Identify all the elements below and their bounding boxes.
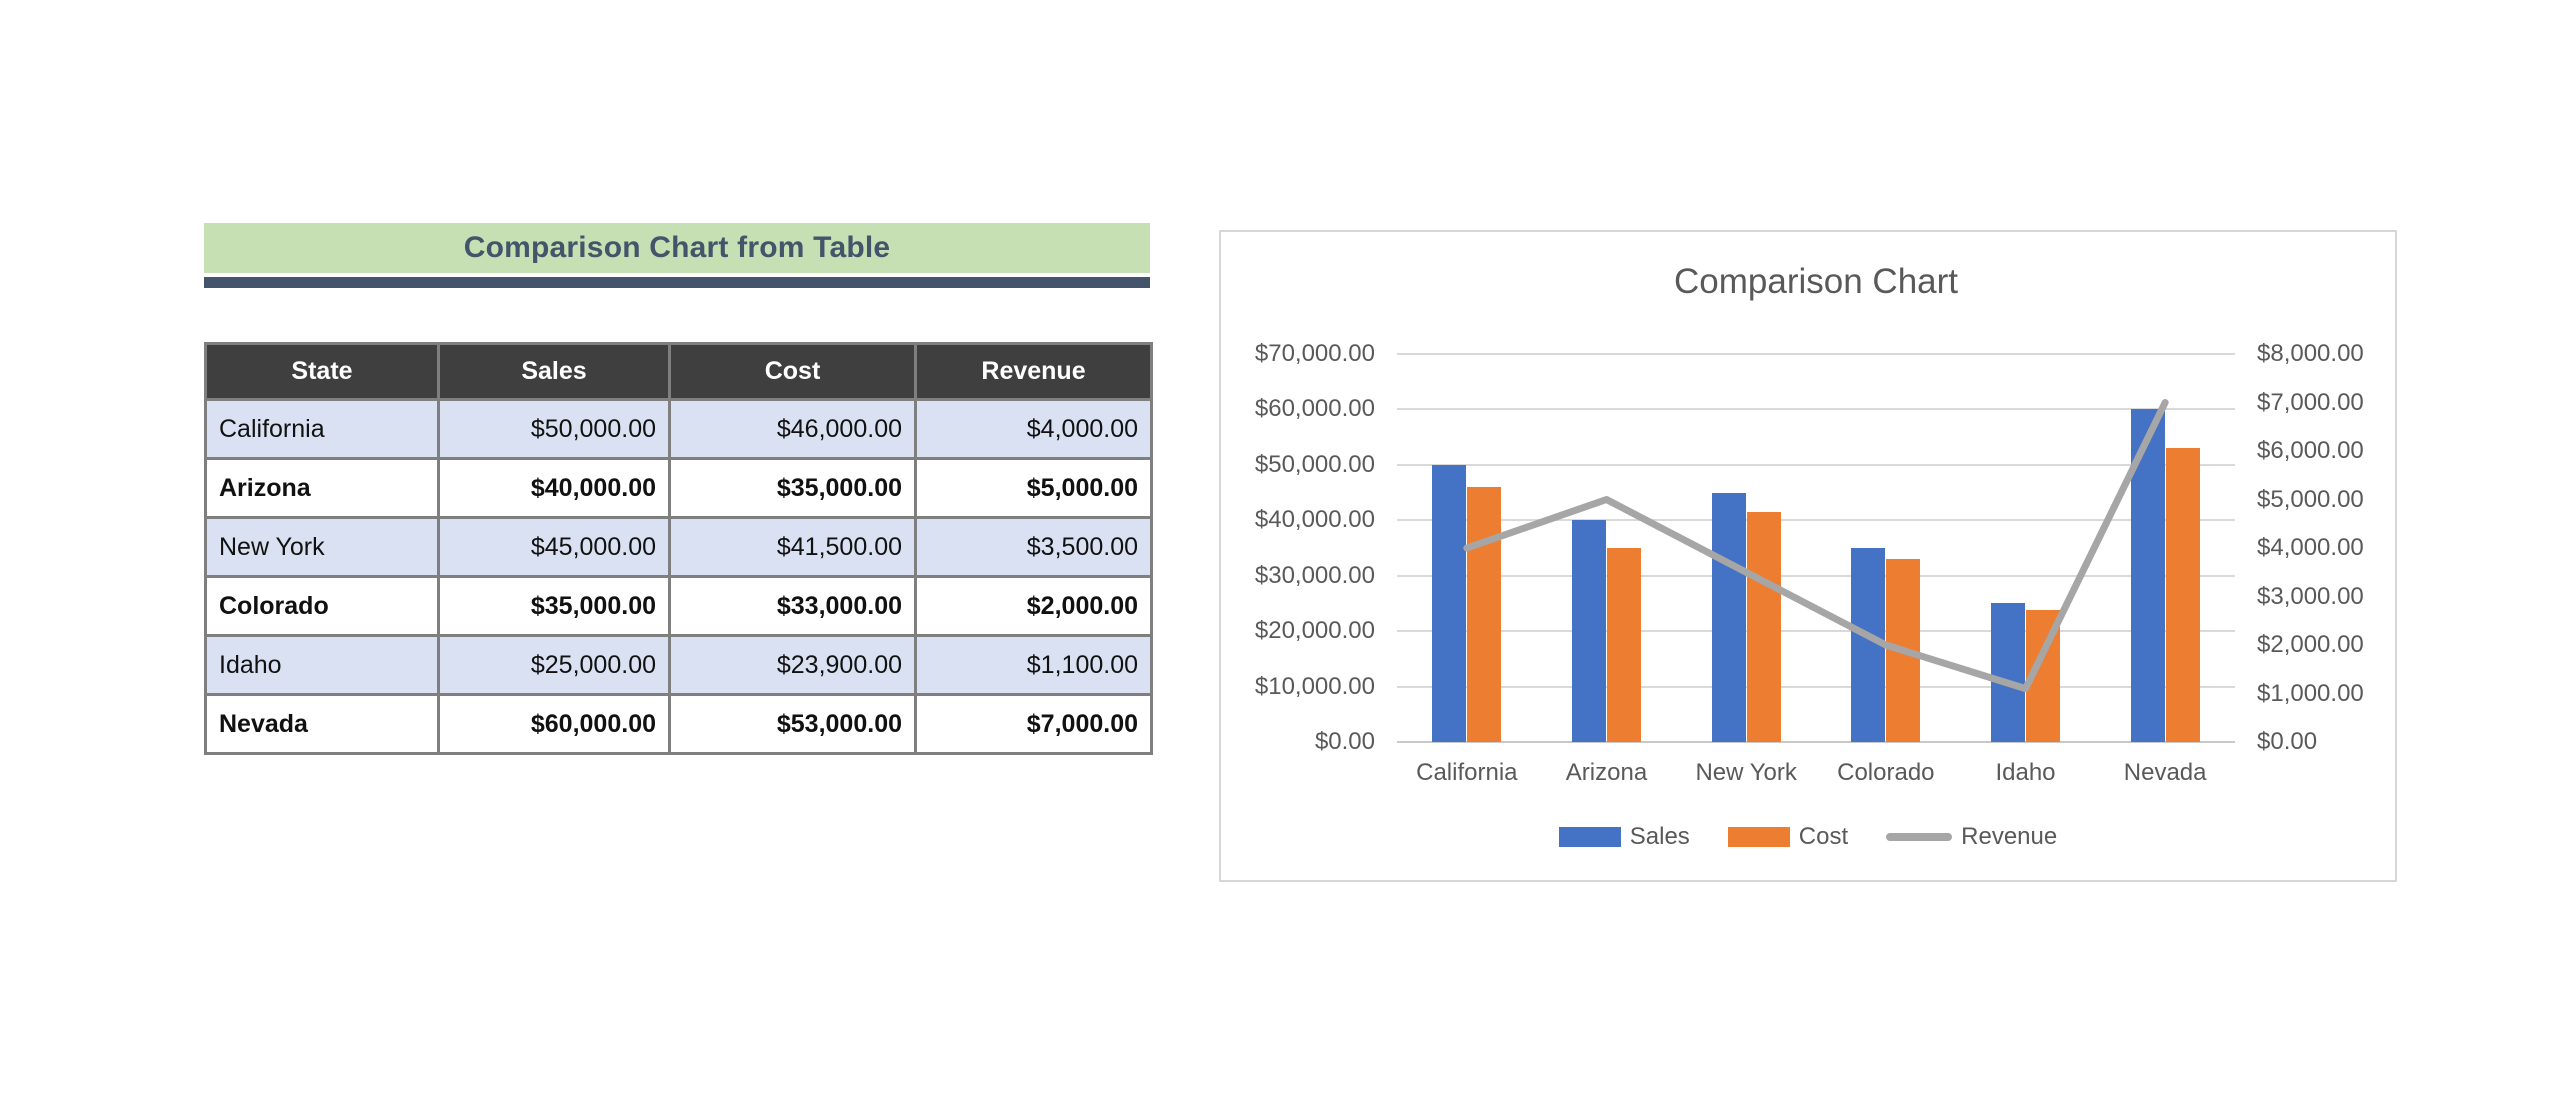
gridline xyxy=(1397,353,2235,355)
table-row: Colorado $35,000.00 $33,000.00 $2,000.00 xyxy=(204,575,1153,637)
bar-cost-new-york xyxy=(1746,511,1781,742)
legend-item-revenue: Revenue xyxy=(1886,823,2057,851)
secondary-axis-label: $0.00 xyxy=(2257,728,2318,755)
legend-swatch-sales xyxy=(1558,827,1621,847)
bar-sales-california xyxy=(1432,464,1467,742)
column-header-cost[interactable]: Cost xyxy=(668,342,917,401)
bar-sales-arizona xyxy=(1572,520,1606,742)
table-row: New York $45,000.00 $41,500.00 $3,500.00 xyxy=(204,516,1153,578)
category-label-nevada: Nevada xyxy=(2123,759,2207,786)
secondary-axis-label: $1,000.00 xyxy=(2257,679,2364,707)
legend-item-cost: Cost xyxy=(1727,823,1849,851)
table-row: Idaho $25,000.00 $23,900.00 $1,100.00 xyxy=(204,634,1153,696)
table-row: California $50,000.00 $46,000.00 $4,000.00 xyxy=(204,398,1153,460)
table-header-row: State Sales Cost Revenue xyxy=(204,342,1153,401)
gridline xyxy=(1397,574,2235,577)
gridline xyxy=(1397,630,2235,633)
cell-revenue[interactable]: $3,500.00 xyxy=(914,516,1153,578)
bar-cost-nevada xyxy=(2165,448,2200,742)
secondary-axis-label: $2,000.00 xyxy=(2257,631,2364,658)
legend-item-sales: Sales xyxy=(1558,823,1690,851)
cell-sales[interactable]: $50,000.00 xyxy=(437,398,671,460)
secondary-axis-label: $4,000.00 xyxy=(2257,534,2364,561)
chart-title: Comparison Chart xyxy=(1674,262,1958,301)
secondary-axis-label: $6,000.00 xyxy=(2257,437,2364,464)
bar-sales-new-york xyxy=(1711,492,1746,742)
legend-label: Sales xyxy=(1629,823,1690,850)
cell-revenue[interactable]: $2,000.00 xyxy=(914,575,1153,637)
gridline xyxy=(1397,408,2235,411)
primary-axis-label: $10,000.00 xyxy=(1254,672,1375,700)
cell-state[interactable]: Arizona xyxy=(204,457,440,519)
cell-cost[interactable]: $35,000.00 xyxy=(668,457,917,519)
secondary-axis-label: $8,000.00 xyxy=(2257,340,2364,367)
cell-sales[interactable]: $25,000.00 xyxy=(437,634,671,696)
cell-cost[interactable]: $53,000.00 xyxy=(668,693,917,755)
bar-cost-arizona xyxy=(1607,548,1641,742)
primary-axis-label: $50,000.00 xyxy=(1254,450,1375,478)
legend-swatch-revenue xyxy=(1886,833,1953,841)
plot-area xyxy=(1397,353,2235,743)
category-label-colorado: Colorado xyxy=(1837,759,1935,786)
cell-sales[interactable]: $60,000.00 xyxy=(437,693,671,755)
revenue-line-layer xyxy=(1463,399,2169,693)
primary-axis-label: $40,000.00 xyxy=(1254,506,1375,534)
secondary-axis-label: $3,000.00 xyxy=(2257,582,2364,610)
cell-cost[interactable]: $41,500.00 xyxy=(668,516,917,578)
primary-axis-label: $70,000.00 xyxy=(1254,340,1375,367)
cell-sales[interactable]: $40,000.00 xyxy=(437,457,671,519)
primary-axis-label: $0.00 xyxy=(1314,728,1375,755)
cell-state[interactable]: Idaho xyxy=(204,634,440,696)
primary-axis-label: $60,000.00 xyxy=(1254,395,1375,423)
cell-revenue[interactable]: $4,000.00 xyxy=(914,398,1153,460)
cell-revenue[interactable]: $1,100.00 xyxy=(914,634,1153,696)
column-header-state[interactable]: State xyxy=(204,342,440,401)
column-header-sales[interactable]: Sales xyxy=(437,342,671,401)
category-label-idaho: Idaho xyxy=(1995,759,2056,786)
revenue-line xyxy=(1463,399,2169,693)
column-header-revenue[interactable]: Revenue xyxy=(914,342,1153,401)
title-underline xyxy=(204,277,1150,288)
cell-sales[interactable]: $45,000.00 xyxy=(437,516,671,578)
cell-cost[interactable]: $46,000.00 xyxy=(668,398,917,460)
primary-axis-label: $30,000.00 xyxy=(1254,561,1375,589)
legend-swatch-cost xyxy=(1727,827,1790,847)
bar-cost-california xyxy=(1467,487,1502,742)
data-table: State Sales Cost Revenue California $50,0… xyxy=(204,342,1153,755)
table-row: Nevada $60,000.00 $53,000.00 $7,000.00 xyxy=(204,693,1153,755)
gridline xyxy=(1397,685,2235,688)
cell-revenue[interactable]: $7,000.00 xyxy=(914,693,1153,755)
gridline xyxy=(1397,463,2235,466)
table-panel: Comparison Chart from Table State Sales … xyxy=(204,223,1153,755)
legend-label: Revenue xyxy=(1961,823,2058,850)
cell-cost[interactable]: $33,000.00 xyxy=(668,575,917,637)
category-label-new-york: New York xyxy=(1695,759,1797,786)
cell-state[interactable]: Nevada xyxy=(204,693,440,755)
cell-state[interactable]: California xyxy=(204,398,440,460)
x-axis-line xyxy=(1397,741,2235,743)
gridline xyxy=(1397,519,2235,522)
table-title-banner: Comparison Chart from Table xyxy=(204,223,1150,273)
chart-card[interactable]: Comparison Chart $70,000.00 $60,000.00 $50… xyxy=(1219,230,2397,882)
category-label-california: California xyxy=(1416,759,1518,786)
primary-axis-label: $20,000.00 xyxy=(1254,617,1375,645)
cell-state[interactable]: New York xyxy=(204,516,440,578)
secondary-axis-label: $7,000.00 xyxy=(2257,388,2364,416)
cell-cost[interactable]: $23,900.00 xyxy=(668,634,917,696)
cell-sales[interactable]: $35,000.00 xyxy=(437,575,671,637)
table-row: Arizona $40,000.00 $35,000.00 $5,000.00 xyxy=(204,457,1153,519)
category-label-arizona: Arizona xyxy=(1565,759,1648,786)
secondary-axis-label: $5,000.00 xyxy=(2257,485,2364,513)
table-title: Comparison Chart from Table xyxy=(463,231,891,264)
cell-state[interactable]: Colorado xyxy=(204,575,440,637)
legend-label: Cost xyxy=(1798,823,1849,850)
cell-revenue[interactable]: $5,000.00 xyxy=(914,457,1153,519)
bar-sales-idaho xyxy=(1991,603,2025,742)
legend: Sales Cost Revenue xyxy=(1221,820,2395,854)
